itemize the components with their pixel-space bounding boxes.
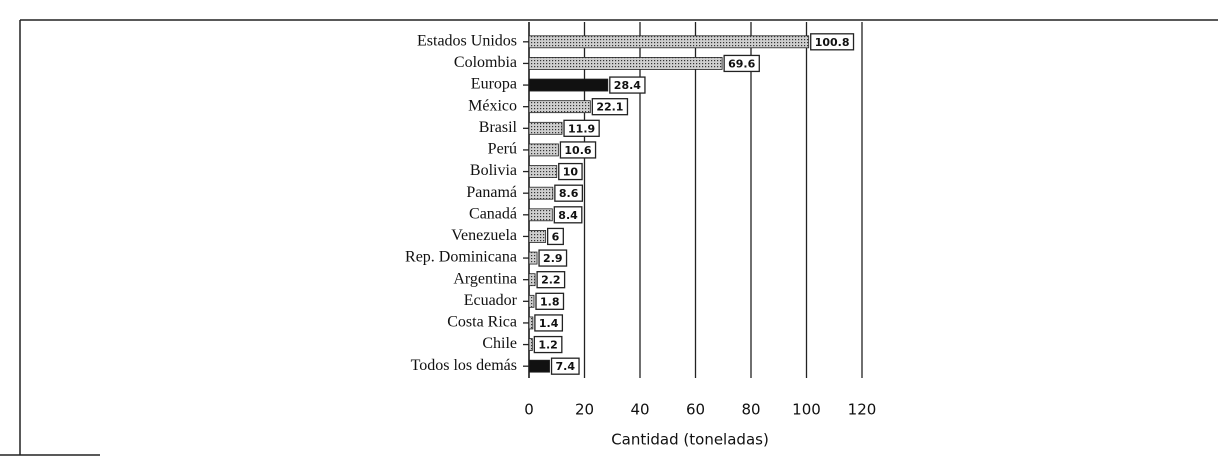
value-label: 22.1 xyxy=(596,101,623,114)
bar-texture xyxy=(529,122,563,135)
bar-texture xyxy=(529,35,809,48)
y-tick-label: Panamá xyxy=(466,184,517,201)
x-tick-label: 80 xyxy=(741,401,760,419)
value-label-box xyxy=(554,184,584,202)
y-tick-label: Todos los demás xyxy=(411,357,517,374)
bar-texture xyxy=(529,316,533,329)
y-tick-label: Estados Unidos xyxy=(417,32,517,49)
value-label-box xyxy=(547,227,564,246)
value-label: 2.9 xyxy=(543,252,563,265)
y-tick-label: México xyxy=(468,97,517,114)
bar-texture xyxy=(529,187,553,200)
bar-texture xyxy=(529,230,546,243)
x-tick-label: 60 xyxy=(686,401,705,419)
value-label: 100.8 xyxy=(815,36,850,49)
bar-texture xyxy=(529,165,557,178)
x-axis-label: Cantidad (toneladas) xyxy=(611,431,769,449)
value-label-box xyxy=(553,206,583,224)
value-label-box xyxy=(559,141,597,159)
value-label-box xyxy=(550,357,580,375)
y-tick-label: Colombia xyxy=(454,54,517,71)
value-label: 1.2 xyxy=(538,339,558,352)
value-label: 8.4 xyxy=(558,209,578,222)
value-label: 6 xyxy=(552,230,560,243)
value-label-box xyxy=(810,33,855,51)
value-label-box xyxy=(538,249,568,267)
x-tick-label: 100 xyxy=(792,401,821,419)
value-label-box xyxy=(558,162,583,181)
y-tick-label: Canadá xyxy=(469,205,517,222)
y-tick-label: Chile xyxy=(482,335,517,352)
x-tick-label: 20 xyxy=(575,401,594,419)
bar-texture xyxy=(529,295,534,308)
y-tick-label: Europa xyxy=(471,76,517,93)
y-tick-label: Rep. Dominicana xyxy=(405,249,517,266)
bar-texture xyxy=(529,252,538,265)
bar xyxy=(528,359,550,373)
value-label: 28.4 xyxy=(614,79,641,92)
y-tick-label: Argentina xyxy=(453,270,517,287)
y-tick-label: Venezuela xyxy=(451,227,517,244)
y-tick-label: Costa Rica xyxy=(447,314,517,331)
value-label-box xyxy=(535,292,565,310)
value-label-box xyxy=(609,76,646,94)
value-label-box xyxy=(533,335,563,354)
bar xyxy=(528,78,609,92)
bar-texture xyxy=(529,208,553,221)
bar-texture xyxy=(529,338,533,351)
x-tick-label: 120 xyxy=(848,401,877,419)
value-label: 11.9 xyxy=(568,122,595,135)
y-tick-label: Brasil xyxy=(479,119,518,136)
value-label: 69.6 xyxy=(728,57,755,70)
value-label-box xyxy=(536,271,566,289)
y-tick-label: Bolivia xyxy=(470,162,517,179)
value-label: 10.6 xyxy=(564,144,591,157)
value-label-box xyxy=(591,98,629,116)
x-tick-label: 40 xyxy=(630,401,649,419)
value-label: 1.4 xyxy=(539,317,559,330)
bar-texture xyxy=(529,100,591,113)
bar-texture xyxy=(529,143,559,156)
bar-texture xyxy=(529,57,723,70)
value-label: 2.2 xyxy=(541,274,561,287)
y-tick-label: Perú xyxy=(488,141,517,158)
value-label-box xyxy=(723,54,760,73)
value-label: 8.6 xyxy=(559,187,579,200)
value-label: 7.4 xyxy=(556,360,576,373)
x-tick-label: 0 xyxy=(524,401,534,419)
y-tick-label: Ecuador xyxy=(464,292,518,309)
bar-texture xyxy=(529,273,536,286)
value-label: 1.8 xyxy=(540,295,560,308)
value-label: 10 xyxy=(563,166,579,179)
value-label-box xyxy=(563,119,600,137)
value-label-box xyxy=(534,314,564,332)
